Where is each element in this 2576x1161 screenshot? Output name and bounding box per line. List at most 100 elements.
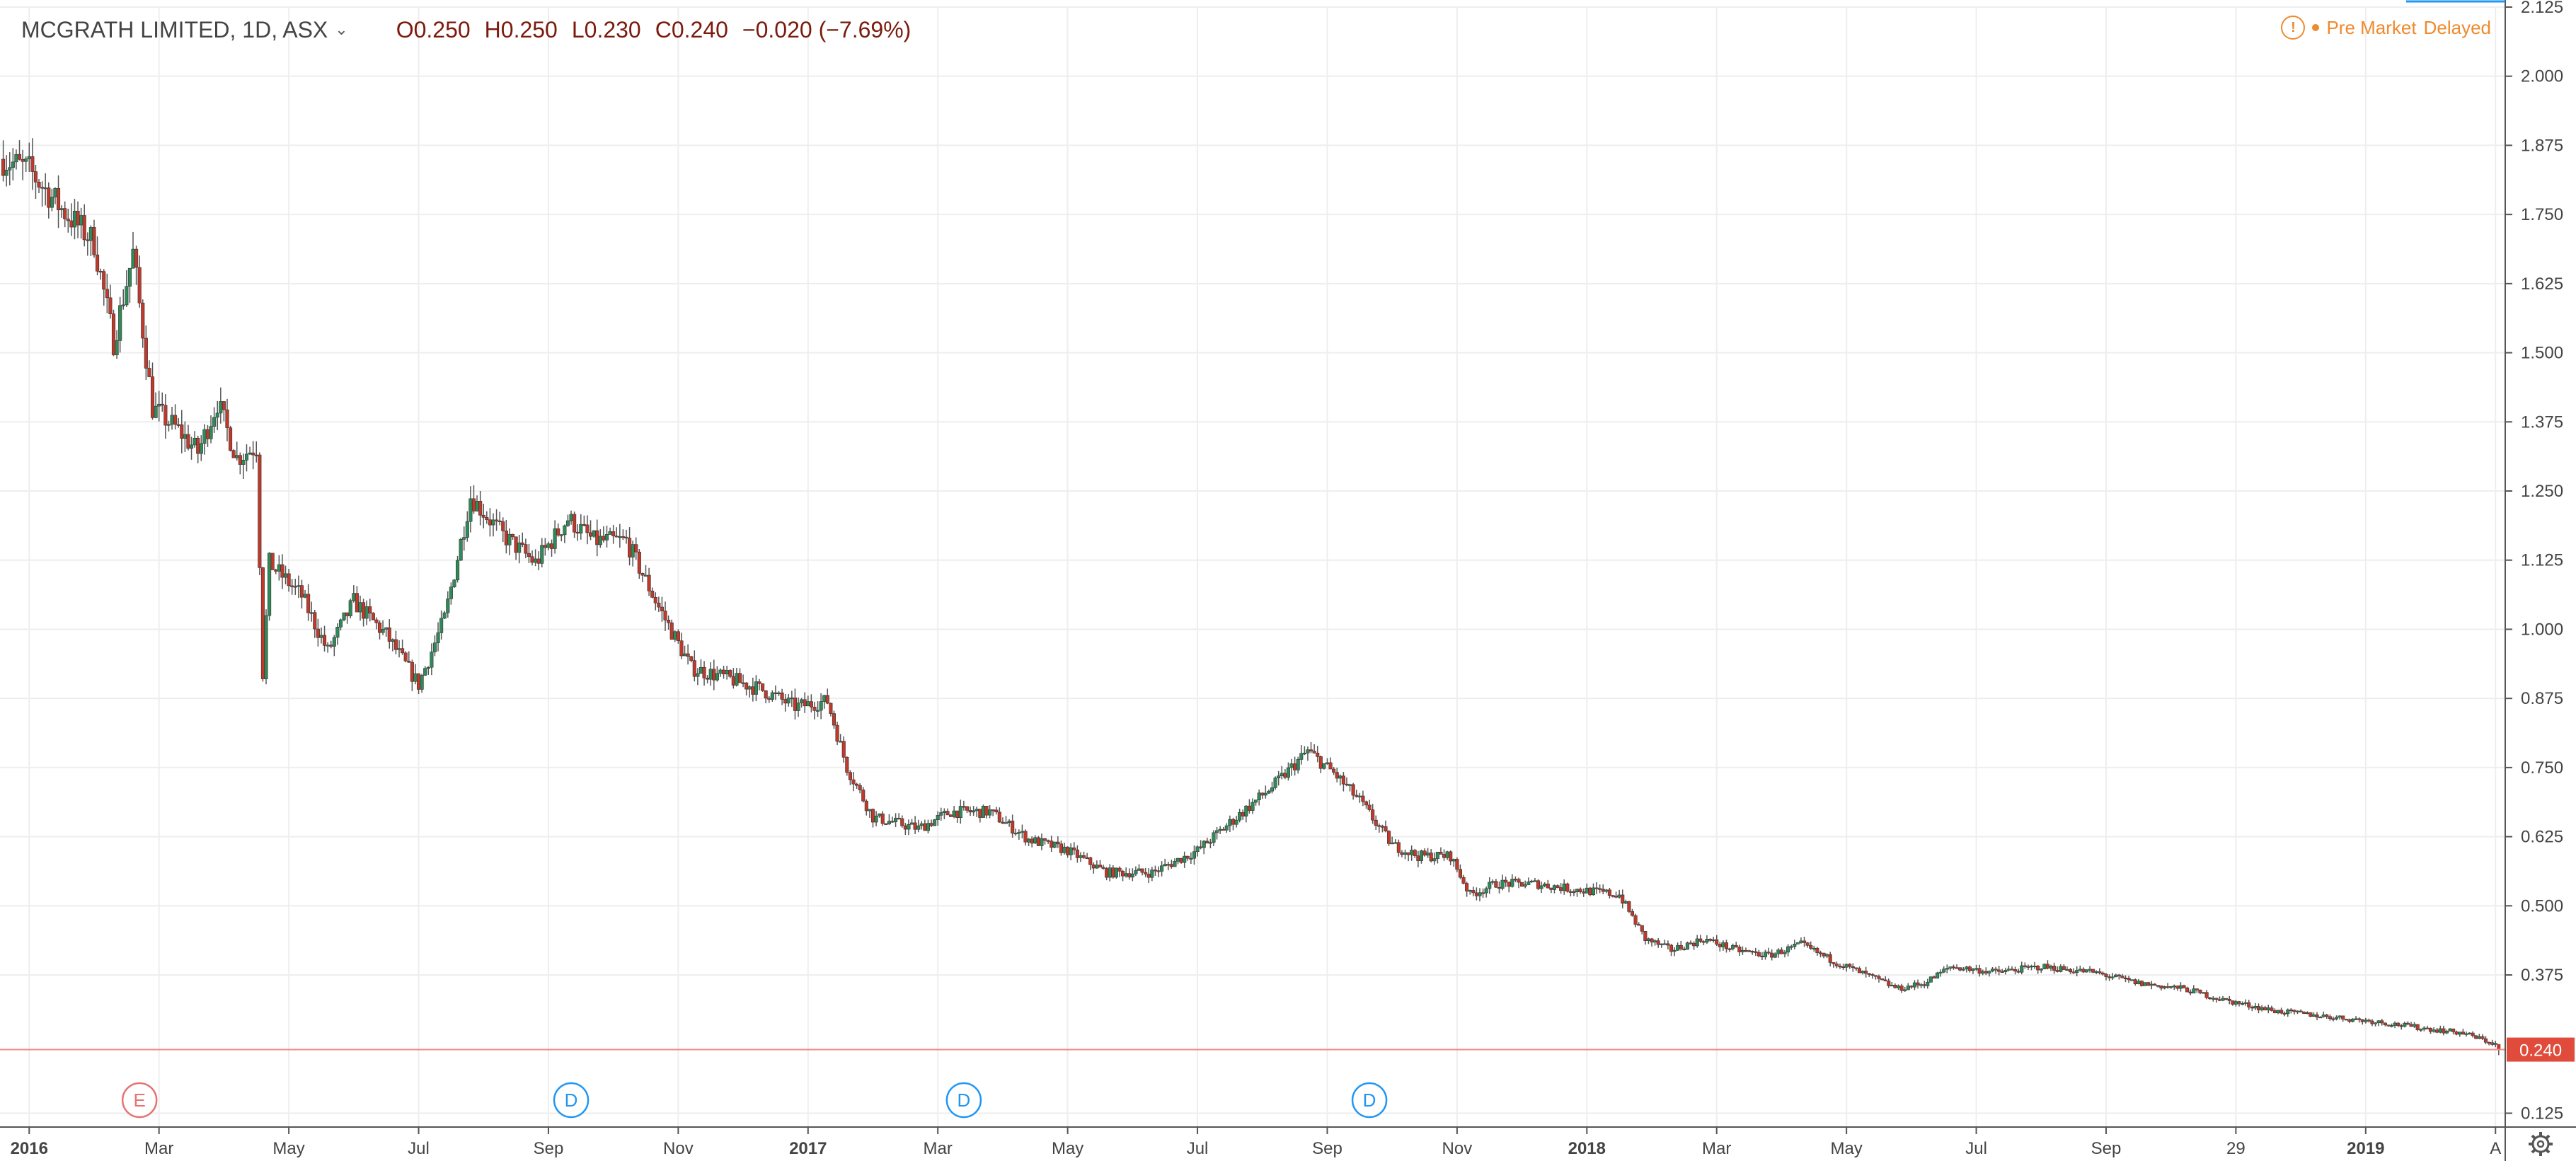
candle-up <box>1575 889 1580 893</box>
candle-up <box>1013 833 1018 835</box>
warning-icon: ! <box>2281 16 2306 40</box>
candle-down <box>543 545 547 548</box>
candle-up <box>2110 976 2115 978</box>
candle-up <box>1789 946 1793 948</box>
candle-up <box>2305 1012 2309 1015</box>
candle-down <box>2227 998 2231 1001</box>
candle-down <box>1351 784 1355 796</box>
candle-down <box>1494 881 1498 888</box>
candle-up <box>1124 873 1128 877</box>
candle-up <box>2192 988 2196 994</box>
candle-down <box>254 454 258 456</box>
candle-down <box>1046 840 1050 842</box>
candle-down <box>858 785 862 790</box>
candle-down <box>1318 756 1323 769</box>
y-tick-label: 0.875 <box>2521 689 2563 708</box>
candle-down <box>1572 891 1576 893</box>
candle-up <box>420 675 424 690</box>
candle-up <box>718 669 723 674</box>
candle-down <box>2428 1028 2433 1032</box>
candle-up <box>1660 943 1664 945</box>
candle-up <box>796 703 800 711</box>
candle-up <box>131 248 135 269</box>
close-value: C0.240 <box>655 16 728 42</box>
candle-up <box>1812 947 1816 950</box>
candle-down <box>2214 998 2219 1000</box>
dividend-marker[interactable]: D <box>945 1082 982 1119</box>
earnings-marker[interactable]: E <box>121 1082 158 1119</box>
market-status[interactable]: ! Pre Market Delayed <box>2281 16 2491 40</box>
candle-up <box>1552 885 1557 890</box>
candle-up <box>1731 945 1735 949</box>
candle-down <box>692 660 696 677</box>
candle-up <box>244 454 249 461</box>
candle-down <box>1994 969 1998 971</box>
candle-up <box>2049 966 2053 969</box>
candle-up <box>1257 792 1261 800</box>
candle-up <box>2006 969 2011 971</box>
candle-down <box>270 553 275 570</box>
y-tick-label: 0.750 <box>2521 758 2563 778</box>
candle-down <box>1828 954 1832 963</box>
candle-down <box>287 573 291 587</box>
symbol-selector[interactable]: MCGRATH LIMITED, 1D, ASX ⌄ <box>21 17 348 43</box>
candle-down <box>1656 940 1660 945</box>
candle-up <box>1928 976 1933 983</box>
candle-down <box>1883 979 1887 981</box>
candle-up <box>1961 969 1965 971</box>
candle-down <box>929 823 933 826</box>
candle-down <box>47 187 51 208</box>
candle-down <box>1504 879 1508 883</box>
candle-down <box>1374 819 1378 826</box>
gear-icon[interactable] <box>2529 1132 2553 1156</box>
candle-up <box>1435 851 1439 859</box>
candle-down <box>835 724 839 742</box>
candle-up <box>1987 971 1991 974</box>
candle-down <box>478 501 483 516</box>
candle-up <box>1705 939 1709 943</box>
candle-up <box>1130 873 1134 878</box>
x-tick-label: Jul <box>1187 1139 1209 1158</box>
candle-up <box>2458 1032 2462 1035</box>
candle-up <box>1653 940 1657 943</box>
candle-down <box>1458 869 1463 878</box>
candle-up <box>2493 1043 2497 1045</box>
candle-down <box>160 403 164 406</box>
candle-up <box>936 815 940 820</box>
candle-down <box>2396 1022 2400 1026</box>
dividend-marker[interactable]: D <box>553 1082 590 1119</box>
candle-down <box>1621 894 1625 903</box>
candle-up <box>909 822 914 825</box>
dividend-marker[interactable]: D <box>1351 1082 1388 1119</box>
candle-up <box>1280 773 1284 777</box>
candle-down <box>741 682 745 684</box>
candle-up <box>1238 812 1242 821</box>
candle-up <box>569 514 573 521</box>
candle-up <box>1069 847 1073 855</box>
candle-down <box>2198 989 2202 993</box>
candle-up <box>815 710 820 712</box>
candle-down <box>1205 841 1209 844</box>
candle-down <box>316 628 320 638</box>
candle-down <box>1146 874 1151 878</box>
candle-down <box>1682 948 1686 950</box>
candle-up <box>1163 864 1167 867</box>
candle-up <box>1617 894 1621 898</box>
candle-down <box>637 551 641 574</box>
candle-down <box>2471 1032 2475 1036</box>
status-dot-icon <box>2312 24 2320 31</box>
candle-down <box>1260 792 1265 796</box>
candle-up <box>822 695 827 702</box>
candle-down <box>1650 938 1654 943</box>
candle-down <box>504 531 508 545</box>
candle-down <box>2328 1016 2332 1020</box>
candle-up <box>462 537 466 540</box>
candle-down <box>1169 864 1173 867</box>
candle-up <box>1302 753 1306 755</box>
candle-down <box>2208 997 2212 1000</box>
y-tick-label: 0.375 <box>2521 966 2563 985</box>
candle-down <box>1355 795 1359 797</box>
candle-down <box>1815 947 1819 953</box>
candle-up <box>2318 1017 2323 1019</box>
